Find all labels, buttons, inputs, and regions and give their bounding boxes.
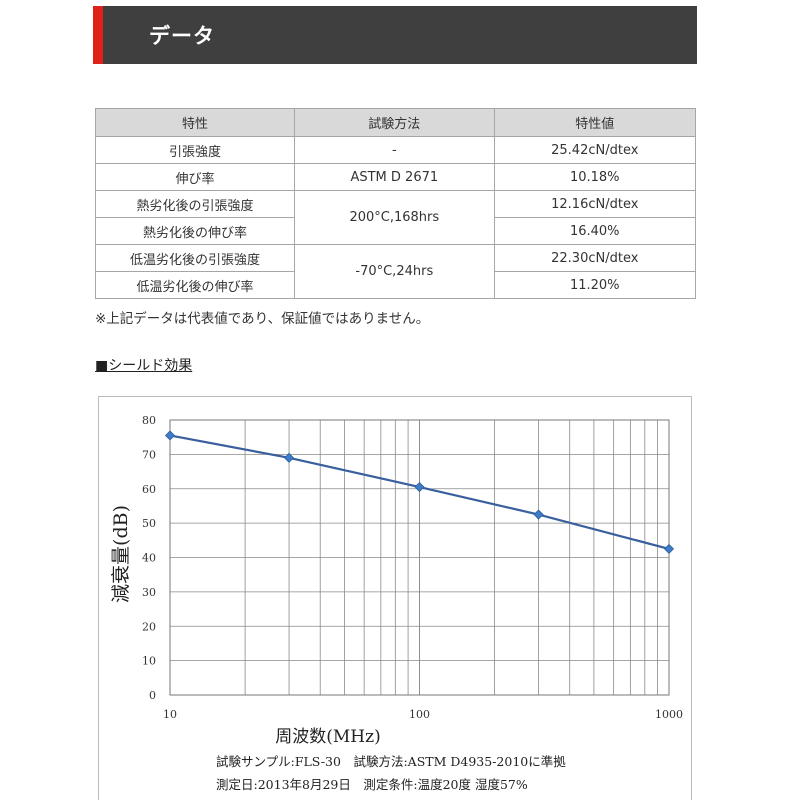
cell-value: 16.40%	[493, 217, 697, 245]
plot-frame	[169, 419, 670, 696]
y-tick-label: 50	[142, 517, 156, 530]
data-point-marker	[283, 452, 295, 463]
chart-caption-sample: 試験サンプル:FLS-30 試験方法:ASTM D4935-2010に準拠	[216, 754, 566, 769]
cell-method: -	[294, 136, 495, 164]
chart-caption-conditions: 測定日:2013年8月29日 測定条件:温度20度 湿度57%	[216, 777, 528, 792]
shield-effect-chart: 0 10 20 30 40 50 60 70 80 10 100 1000 減衰量(dB) 周波数(…	[98, 396, 692, 800]
y-tick-label: 70	[142, 448, 156, 461]
cell-value: 11.20%	[493, 271, 697, 299]
column-header-method: 試験方法	[294, 108, 495, 137]
x-tick-labels: 10 100 1000	[163, 708, 683, 721]
cell-property: 低温劣化後の引張強度	[94, 244, 296, 272]
cell-property: 熱劣化後の引張強度	[94, 190, 296, 218]
shield-effect-heading: ■シールド効果	[95, 358, 193, 374]
section-title: データ	[149, 24, 215, 48]
y-tick-label: 80	[142, 414, 156, 427]
properties-table: 特性 試験方法 特性値 引張強度 - 25.42cN/dtex 伸び率 ASTM…	[94, 108, 697, 299]
column-header-property: 特性	[94, 108, 296, 137]
cell-property: 引張強度	[94, 136, 296, 164]
cell-value: 22.30cN/dtex	[493, 244, 697, 272]
cell-value: 10.18%	[493, 163, 697, 191]
table-row: 引張強度 - 25.42cN/dtex	[94, 136, 697, 164]
cell-method: ASTM D 2671	[294, 163, 495, 191]
table-row: 熱劣化後の伸び率 16.40%	[94, 217, 697, 245]
cell-value: 12.16cN/dtex	[493, 190, 697, 218]
x-tick-label: 1000	[655, 708, 683, 721]
cell-value: 25.42cN/dtex	[493, 136, 697, 164]
x-axis-title: 周波数(MHz)	[275, 727, 380, 747]
data-point-marker	[663, 543, 675, 554]
table-header-row: 特性 試験方法 特性値	[94, 108, 697, 137]
chart-svg: 0 10 20 30 40 50 60 70 80 10 100 1000 減衰量(dB) 周波数(…	[110, 414, 683, 792]
table-row: 熱劣化後の引張強度 200°C,168hrs 12.16cN/dtex	[94, 190, 697, 245]
cell-property: 伸び率	[94, 163, 296, 191]
table-row: 低温劣化後の伸び率 11.20%	[94, 271, 697, 299]
chart-grid	[169, 419, 670, 696]
header-accent-stripe	[93, 6, 103, 64]
x-tick-label: 100	[409, 708, 430, 721]
y-tick-label: 10	[142, 655, 156, 668]
data-point-marker	[533, 509, 544, 520]
table-row: 低温劣化後の引張強度 -70°C,24hrs 22.30cN/dtex	[94, 244, 697, 299]
y-tick-label: 20	[142, 620, 156, 633]
y-tick-labels: 0 10 20 30 40 50 60 70 80	[142, 414, 156, 702]
cell-property: 低温劣化後の伸び率	[94, 271, 296, 299]
x-tick-label: 10	[163, 708, 177, 721]
y-tick-label: 60	[142, 483, 156, 496]
cell-method: -70°C,24hrs	[294, 244, 495, 299]
data-point-marker	[164, 430, 176, 441]
y-tick-label: 40	[142, 552, 156, 565]
y-axis-title: 減衰量(dB)	[110, 505, 132, 603]
column-header-value: 特性値	[493, 108, 697, 137]
header-bar: データ	[93, 6, 697, 64]
data-point-marker	[414, 481, 425, 493]
y-tick-label: 0	[149, 689, 156, 702]
cell-method: 200°C,168hrs	[294, 190, 495, 245]
series-markers	[164, 430, 675, 554]
y-tick-label: 30	[142, 586, 156, 599]
table-note: ※上記データは代表値であり、保証値ではありません。	[95, 311, 430, 327]
cell-property: 熱劣化後の伸び率	[94, 217, 296, 245]
table-row: 伸び率 ASTM D 2671 10.18%	[94, 163, 697, 191]
